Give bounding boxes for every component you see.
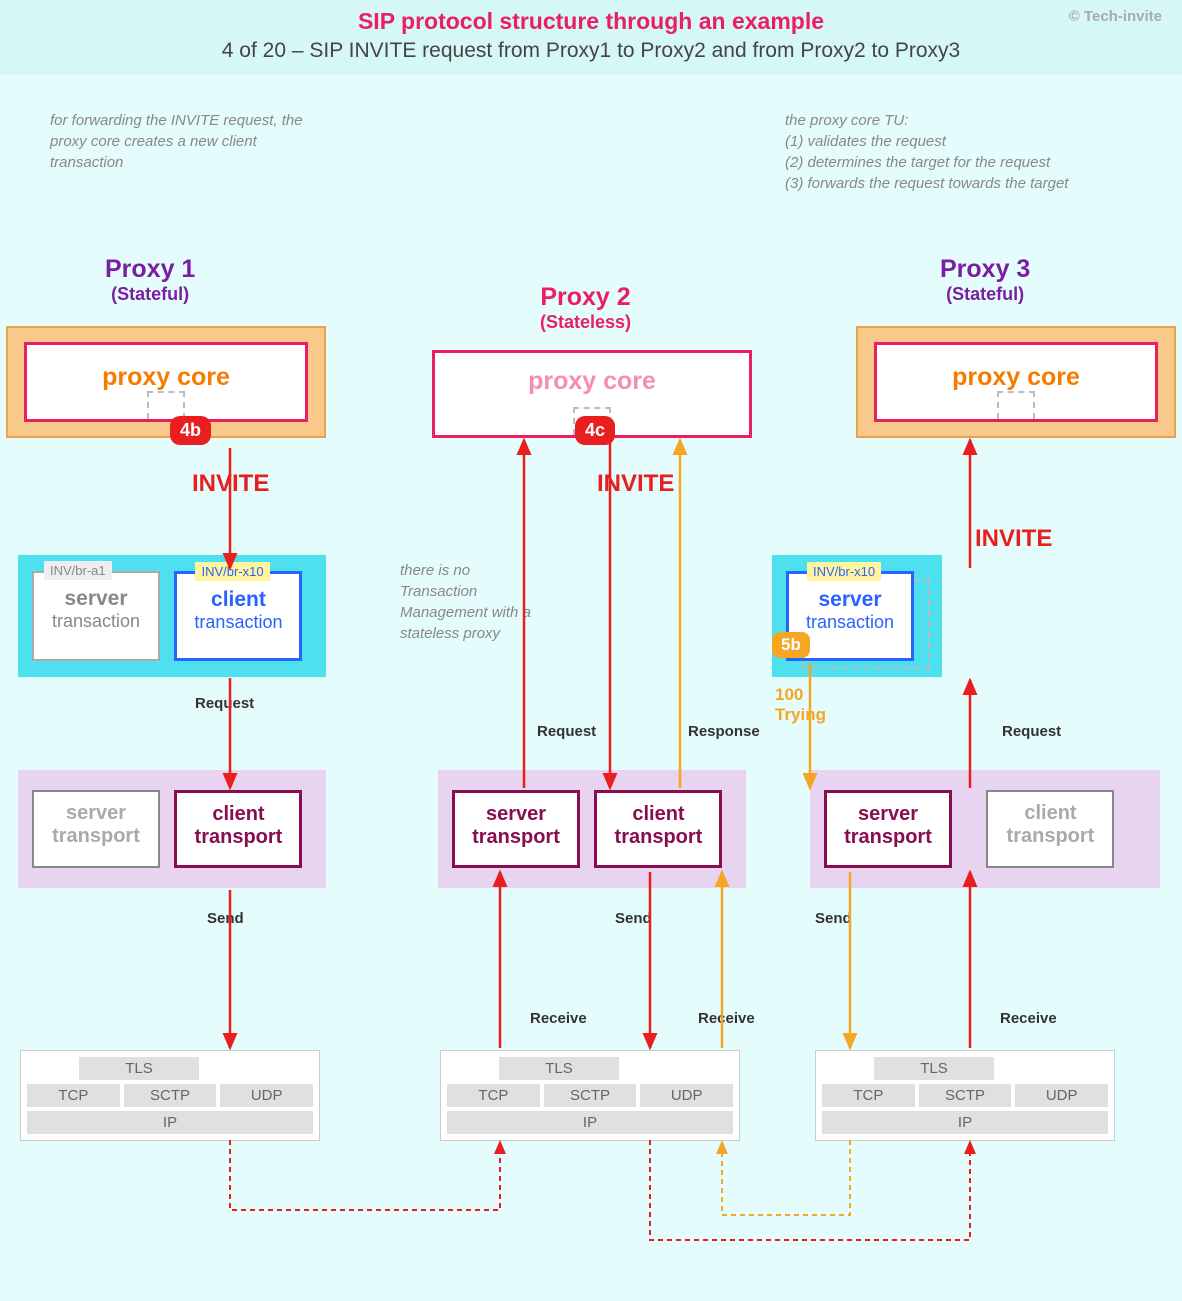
proxy3-state: (Stateful) <box>940 284 1030 305</box>
udp: UDP <box>1015 1084 1108 1107</box>
stack-2: TLS TCP SCTP UDP IP <box>440 1050 740 1141</box>
proxy3-tx: INV/br-x10 server transaction <box>772 555 942 677</box>
flow-receive-2: Receive <box>698 1010 755 1027</box>
tp-transport: transport <box>988 825 1112 848</box>
title-main: SIP protocol structure through an exampl… <box>20 8 1162 35</box>
tls: TLS <box>79 1057 199 1080</box>
copyright: © Tech-invite <box>1069 8 1162 25</box>
proxy2-label: Proxy 2 (Stateless) <box>540 283 631 333</box>
sctp: SCTP <box>919 1084 1012 1107</box>
tp-transport: transport <box>177 826 299 849</box>
server-label: server <box>34 587 158 611</box>
tp-server: server <box>34 802 158 825</box>
proxy3-core-inner: proxy core <box>874 342 1158 422</box>
server-label: server <box>789 588 911 612</box>
tag-x10-2: INV/br-x10 <box>807 562 881 581</box>
proxy1-name: Proxy 1 <box>105 255 195 284</box>
tp-server: server <box>455 803 577 826</box>
note-right-2: (2) determines the target for the reques… <box>785 152 1125 173</box>
proxy3-label: Proxy 3 (Stateful) <box>940 255 1030 305</box>
flow-receive-1: Receive <box>530 1010 587 1027</box>
proxy3-server-transport: server transport <box>824 790 952 868</box>
tag-a1: INV/br-a1 <box>44 561 112 580</box>
tcp: TCP <box>447 1084 540 1107</box>
tag-x10-1: INV/br-x10 <box>195 562 269 581</box>
title-sub: 4 of 20 – SIP INVITE request from Proxy1… <box>20 39 1162 63</box>
note-right-intro: the proxy core TU: <box>785 110 1125 131</box>
proxy2-state: (Stateless) <box>540 312 631 333</box>
flow-request-2: Request <box>537 723 596 740</box>
transaction-label: transaction <box>789 612 911 633</box>
flow-request-1: Request <box>195 695 254 712</box>
transaction-label: transaction <box>177 612 299 633</box>
dashed-stub <box>997 391 1035 419</box>
flow-send-1: Send <box>207 910 244 927</box>
proxy3-transport: server transport client transport <box>810 770 1160 888</box>
sctp: SCTP <box>124 1084 217 1107</box>
proxy1-client-transport: client transport <box>174 790 302 868</box>
invite-1: INVITE <box>192 470 269 498</box>
ip: IP <box>27 1111 313 1134</box>
tls: TLS <box>874 1057 994 1080</box>
tcp: TCP <box>822 1084 915 1107</box>
header: SIP protocol structure through an exampl… <box>0 0 1182 75</box>
badge-5b: 5b <box>772 632 810 658</box>
badge-4b: 4b <box>170 416 211 445</box>
proxy1-state: (Stateful) <box>105 284 195 305</box>
flow-send-3: Send <box>815 910 852 927</box>
proxy3-core-outer: proxy core <box>856 326 1176 438</box>
note-mid: there is no Transaction Management with … <box>400 560 550 644</box>
note-right-3: (3) forwards the request towards the tar… <box>785 173 1125 194</box>
invite-3: INVITE <box>975 525 1052 553</box>
transaction-label: transaction <box>34 611 158 632</box>
client-label: client <box>177 588 299 612</box>
flow-response: Response <box>688 723 760 740</box>
tp-transport: transport <box>827 826 949 849</box>
flow-send-2: Send <box>615 910 652 927</box>
dashed-stub <box>147 391 185 419</box>
flow-request-3: Request <box>1002 723 1061 740</box>
tp-transport: transport <box>455 826 577 849</box>
proxy2-name: Proxy 2 <box>540 283 631 312</box>
tp-client: client <box>597 803 719 826</box>
trying-text: 100Trying <box>775 685 826 724</box>
sctp: SCTP <box>544 1084 637 1107</box>
proxy3-core-text: proxy core <box>877 363 1155 392</box>
note-right: the proxy core TU: (1) validates the req… <box>785 110 1125 194</box>
proxy1-core-text: proxy core <box>27 363 305 392</box>
tp-transport: transport <box>34 825 158 848</box>
proxy1-tx: INV/br-a1 server transaction INV/br-x10 … <box>18 555 326 677</box>
tp-transport: transport <box>597 826 719 849</box>
tp-client: client <box>177 803 299 826</box>
tp-client: client <box>988 802 1112 825</box>
badge-4c: 4c <box>575 416 615 445</box>
proxy2-transport: server transport client transport <box>438 770 746 888</box>
udp: UDP <box>220 1084 313 1107</box>
proxy3-client-transport: client transport <box>986 790 1114 868</box>
udp: UDP <box>640 1084 733 1107</box>
ip: IP <box>447 1111 733 1134</box>
trying-label: 100Trying <box>775 685 826 726</box>
flow-receive-3: Receive <box>1000 1010 1057 1027</box>
proxy1-label: Proxy 1 (Stateful) <box>105 255 195 305</box>
stack-3: TLS TCP SCTP UDP IP <box>815 1050 1115 1141</box>
proxy1-core-inner: proxy core <box>24 342 308 422</box>
ip: IP <box>822 1111 1108 1134</box>
stack-1: TLS TCP SCTP UDP IP <box>20 1050 320 1141</box>
tls: TLS <box>499 1057 619 1080</box>
proxy1-server-tx: INV/br-a1 server transaction <box>32 571 160 661</box>
proxy2-server-transport: server transport <box>452 790 580 868</box>
note-right-1: (1) validates the request <box>785 131 1125 152</box>
tcp: TCP <box>27 1084 120 1107</box>
tp-server: server <box>827 803 949 826</box>
proxy1-transport: server transport client transport <box>18 770 326 888</box>
proxy1-server-transport: server transport <box>32 790 160 868</box>
proxy1-client-tx: INV/br-x10 client transaction <box>174 571 302 661</box>
proxy3-name: Proxy 3 <box>940 255 1030 284</box>
proxy1-core-outer: proxy core <box>6 326 326 438</box>
proxy2-core-text: proxy core <box>435 367 749 396</box>
invite-2: INVITE <box>597 470 674 498</box>
proxy2-client-transport: client transport <box>594 790 722 868</box>
note-left: for forwarding the INVITE request, the p… <box>50 110 320 173</box>
